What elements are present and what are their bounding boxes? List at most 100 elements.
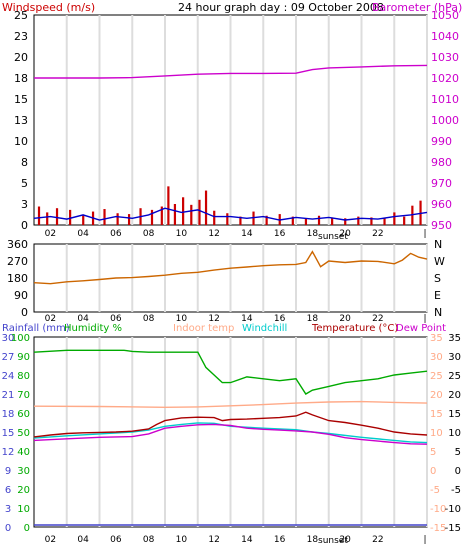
temperature-tick-label: 25 [448,371,461,382]
windspeed-bar [317,215,321,225]
compass-label: S [434,272,441,285]
x-tick-label: 12 [208,314,219,324]
rainfall-tick-label: 30 [2,333,15,344]
x-tick-label: 22 [372,229,383,239]
y-tick-label: 8 [21,156,28,169]
y-tick-label: 0 [21,219,28,232]
x-tick-label: 08 [143,229,155,239]
windspeed-bar [331,217,334,225]
y-tick-label: 180 [7,272,28,285]
x-tick-label: | [423,314,426,324]
humidity-tick-label: 90 [17,352,30,363]
windspeed-bar [213,210,216,225]
temperature-tick-label: 5 [455,447,461,458]
rainfall-label: Rainfall (mm) [2,323,70,334]
y-tick-label: 10 [14,135,28,148]
temperature-label: Temperature (°C) [311,323,398,334]
humidity-tick-label: 80 [17,371,30,382]
x-tick-label: 18 [307,535,319,545]
rainfall-tick-label: 18 [2,409,15,420]
indoor-temp-line [33,400,428,409]
windspeed-bar [82,214,85,225]
windspeed-bar [198,199,201,225]
x-tick-label: 14 [241,314,253,324]
y-tick-label: 1040 [431,30,459,43]
rainfall-tick-label: 12 [2,447,15,458]
wind-direction-line [33,250,428,285]
wind-barometer-panel: 0358101315182023259509609709809901000101… [2,1,462,242]
x-tick-label: 08 [143,535,155,545]
indoor-temp-label: Indoor temp [173,323,234,334]
x-tick-label: 22 [372,314,383,324]
windgust-line [33,207,428,221]
indoor-tick-label: 0 [430,466,436,477]
temperature-tick-label: 30 [448,352,461,363]
x-tick-label: 10 [176,229,188,239]
x-tick-label: 06 [110,229,122,239]
windspeed-bar [150,209,154,225]
indoor-tick-label: 20 [430,390,443,401]
windspeed-bar [173,204,177,225]
indoor-tick-label: 25 [430,371,443,382]
rainfall-tick-label: 15 [2,428,15,439]
windspeed-bar [344,218,347,225]
x-tick-label: 22 [372,535,383,545]
rainfall-tick-label: 6 [5,485,11,496]
temperature-tick-label: 20 [448,390,461,401]
windspeed-bar [393,212,396,225]
y-tick-label: 980 [431,156,452,169]
windspeed-axis-label: Windspeed (m/s) [2,1,95,14]
y-tick-label: 0 [21,306,28,319]
x-tick-label: 16 [274,314,286,324]
humidity-line [33,349,428,395]
x-tick-label: 06 [110,535,122,545]
windspeed-bar [160,206,163,225]
y-tick-label: 90 [14,289,28,302]
x-tick-label: 02 [45,229,56,239]
compass-label: E [434,289,441,302]
humidity-label: Humidity % [64,323,122,334]
windspeed-bar [357,216,360,225]
x-tick-label: 14 [241,229,253,239]
panel-gridlines [65,337,428,527]
indoor-tick-label: 10 [430,428,443,439]
y-tick-label: 1020 [431,72,459,85]
y-tick-label: 950 [431,219,452,232]
temperature-tick-label: -5 [451,485,461,496]
windspeed-bar [403,216,406,225]
x-tick-label: 14 [241,535,253,545]
windspeed-bar [37,206,41,225]
y-tick-label: 970 [431,177,452,190]
humidity-tick-label: 100 [11,333,30,344]
windspeed-bar [69,209,72,225]
temperature-tick-label: 15 [448,409,461,420]
sunset-label: sunset [318,232,348,242]
x-tick-label: 12 [208,229,219,239]
compass-label: N [434,238,442,251]
x-tick-label: 16 [274,535,286,545]
windchill-label: Windchill [242,323,287,334]
rainfall-tick-label: 0 [5,523,11,534]
x-tick-label: 04 [77,535,89,545]
compass-label: W [434,255,445,268]
y-tick-label: 3 [21,198,28,211]
indoor-tick-label: -5 [430,485,440,496]
x-tick-label: 18 [307,314,319,324]
indoor-tick-label: 35 [430,333,443,344]
windspeed-bar [116,213,119,225]
sunset-label: sunset [318,536,348,546]
x-tick-label: 02 [45,314,56,324]
x-tick-label: 06 [110,314,122,324]
humidity-tick-label: 40 [17,447,30,458]
windspeed-bar [304,218,308,225]
rainfall-tick-label: 27 [2,352,15,363]
rainfall-tick-label: 3 [5,504,11,515]
rainfall-tick-label: 9 [5,466,11,477]
barometer-axis-label: Barometer (hPa) [372,1,462,14]
windspeed-bar [182,197,185,225]
windspeed-bar [190,204,193,225]
panel-ticks: 0 0 -15-153 10 -10-106 20 -5 -59 30 0 012 40 5 515 50 1… [2,333,461,545]
windspeed-bar [127,214,131,225]
temperature-tick-label: 10 [448,428,461,439]
